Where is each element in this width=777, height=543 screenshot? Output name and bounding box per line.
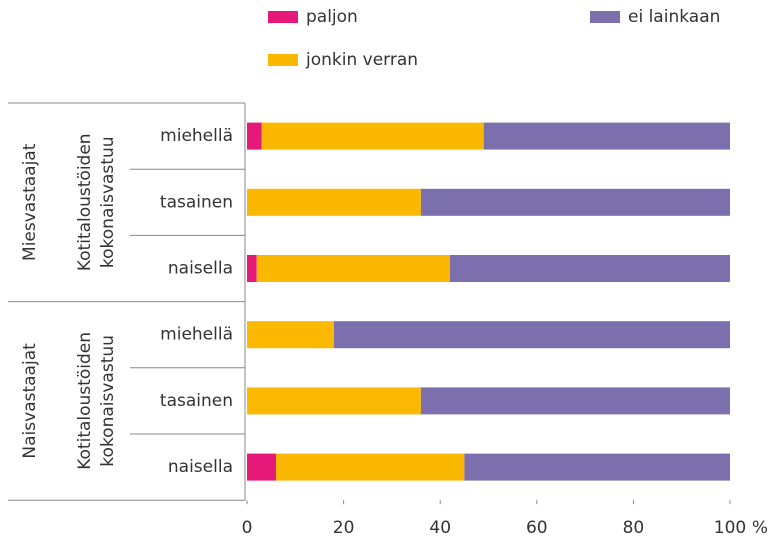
- category-label: naisella: [168, 259, 233, 279]
- group-sublabel: kokonaisvastuu: [98, 136, 118, 268]
- bar-segment: [483, 122, 730, 150]
- bar-segment: [464, 453, 730, 481]
- bar-segment: [247, 387, 421, 415]
- category-label: tasainen: [160, 391, 233, 411]
- bar-segment: [261, 122, 484, 150]
- bar-segment: [247, 122, 262, 150]
- bar-segment: [449, 255, 730, 282]
- x-tick-label: 60: [526, 518, 548, 538]
- legend-swatch: [590, 11, 620, 23]
- bar-segment: [256, 255, 450, 282]
- bar-segment: [247, 255, 257, 282]
- legend-label: ei lainkaan: [628, 7, 720, 27]
- group-sublabel: Kotitaloustöiden: [75, 332, 95, 470]
- bar-segment: [275, 453, 465, 481]
- bar-segment: [333, 321, 730, 349]
- category-label: miehellä: [160, 325, 233, 345]
- x-tick-label: 40: [429, 518, 451, 538]
- x-tick-label: 0: [242, 518, 253, 538]
- category-label: naisella: [168, 457, 233, 477]
- group-label: Naisvastaajat: [20, 343, 40, 459]
- bar-segment: [247, 453, 276, 481]
- bar-segment: [420, 387, 730, 415]
- x-tick-label: 100: [714, 518, 746, 538]
- bar-segment: [420, 188, 730, 216]
- legend-label: jonkin verran: [305, 50, 418, 70]
- bar-segment: [247, 321, 334, 349]
- legend-swatch: [268, 11, 298, 23]
- x-tick-label: 80: [623, 518, 645, 538]
- group-sublabel: Kotitaloustöiden: [75, 133, 95, 271]
- group-sublabel: kokonaisvastuu: [98, 335, 118, 467]
- group-label: Miesvastaajat: [20, 143, 40, 261]
- category-label: miehellä: [160, 126, 233, 146]
- legend-swatch: [268, 54, 298, 66]
- x-unit: %: [752, 518, 768, 538]
- bar-segment: [247, 188, 421, 216]
- legend-label: paljon: [306, 7, 358, 27]
- category-label: tasainen: [160, 192, 233, 212]
- x-tick-label: 20: [333, 518, 355, 538]
